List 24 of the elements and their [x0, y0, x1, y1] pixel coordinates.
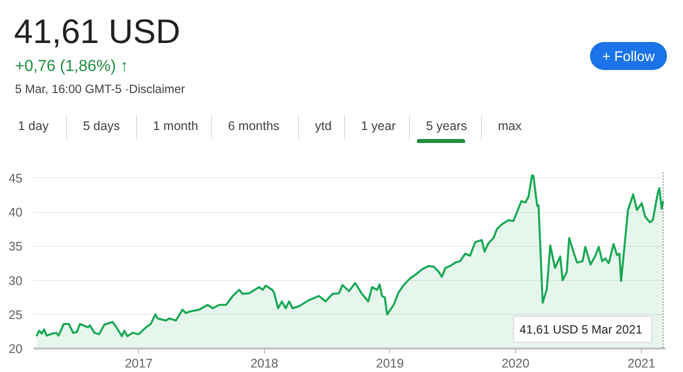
text: 6 months [228, 118, 280, 135]
y-tick-label: 30 [8, 274, 23, 288]
chart-title: 41,61 USD [14, 12, 180, 53]
chart-subtitle: +0,76 (1,86%) ↑ [15, 57, 128, 77]
text: 5 years [426, 118, 467, 135]
y-tick-label: 20 [8, 342, 23, 356]
text: 1 day [18, 118, 49, 135]
annotation: 41,61 USD 5 Mar 2021 [520, 322, 643, 336]
text: max [498, 118, 522, 135]
x-tick-label: 2019 [376, 356, 404, 370]
y-tick-label: 45 [8, 171, 23, 186]
text: 1 year [361, 118, 396, 135]
x-tick-label: 2017 [124, 356, 153, 370]
text: 5 days [83, 118, 120, 135]
y-tick-label: 40 [8, 206, 23, 220]
x-tick-label: 2020 [502, 356, 530, 370]
y-tick-label: 25 [8, 308, 23, 322]
y-tick-label: 35 [8, 240, 23, 254]
text: ytd [315, 118, 332, 135]
text: + Follow [590, 42, 667, 70]
x-tick-label: 2021 [628, 356, 656, 370]
text: 1 month [153, 118, 198, 135]
x-tick-label: 2018 [250, 356, 278, 370]
text: 5 Mar, 16:00 GMT-5 ·Disclaimer [15, 81, 186, 98]
